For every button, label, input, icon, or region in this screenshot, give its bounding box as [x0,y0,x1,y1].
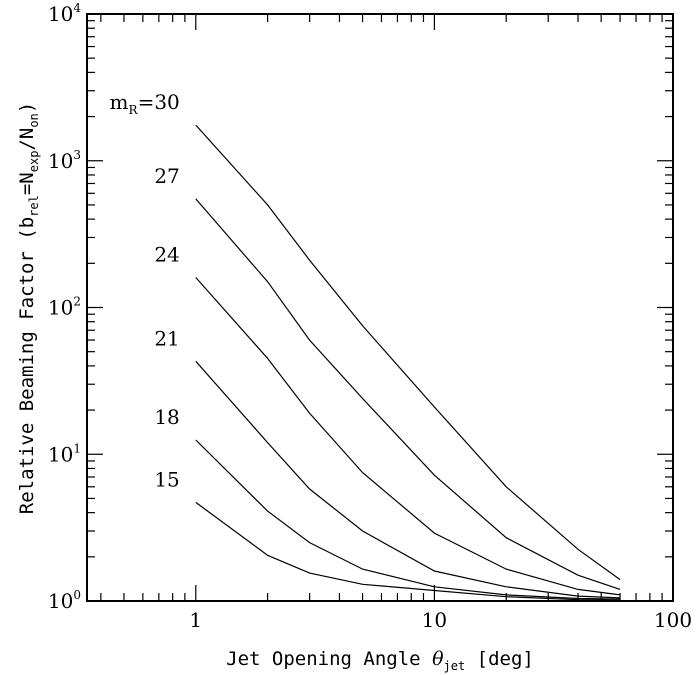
series-lines [195,124,621,601]
series-line-mR-24 [195,277,621,596]
series-label-mR-27: 27 [154,164,179,188]
y-tick-label: 101 [48,441,81,466]
y-tick-label: 102 [48,295,81,320]
x-tick-label: 100 [654,608,692,632]
series-label-mR-18: 18 [154,405,179,429]
axis-ticks [87,14,673,602]
y-tick-label: 104 [48,1,81,26]
x-axis-title: Jet Opening Angle θjet [deg] [226,648,534,673]
x-tick-label: 10 [422,608,447,632]
series-line-mR-18 [195,439,621,600]
y-tick-label: 100 [48,588,81,613]
series-labels: mR=30 27 24 21 18 15 [110,90,180,491]
series-line-mR-27 [195,198,621,590]
series-line-mR-30 [195,124,621,581]
tick-labels: 1 10 100 100 101 102 103 104 [48,1,692,632]
y-axis-title: Relative Beaming Factor (brel=Nexp/Non) [16,102,41,514]
y-tick-label: 103 [48,148,81,173]
series-label-mR-15: 15 [154,467,179,491]
series-label-mR-24: 24 [154,243,179,267]
series-line-mR-21 [195,360,621,599]
x-tick-label: 1 [189,608,202,632]
series-label-mR-21: 21 [154,326,179,350]
series-label-mR-30: mR=30 [110,90,180,117]
series-line-mR-15 [195,501,621,601]
